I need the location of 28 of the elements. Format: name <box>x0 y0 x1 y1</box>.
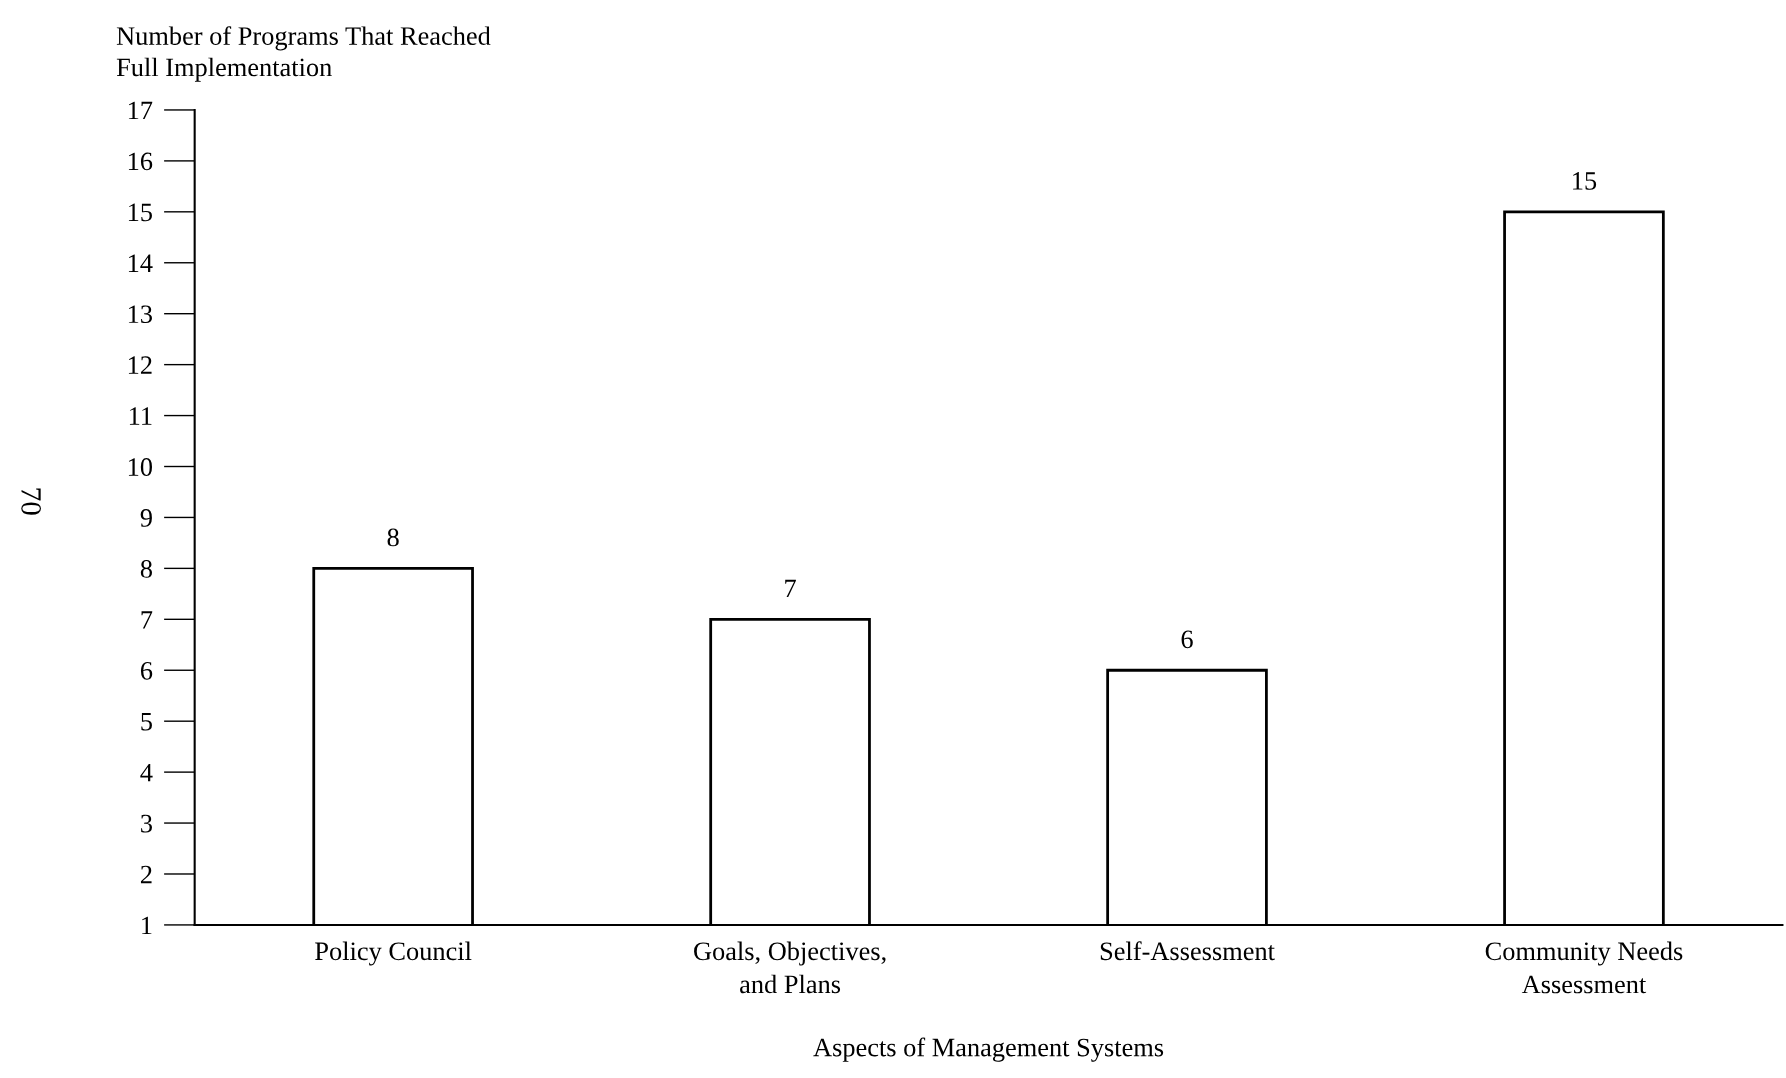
y-tick-label: 13 <box>128 305 152 324</box>
data-label: 7 <box>785 579 796 598</box>
x-tick-label: Policy Council <box>315 941 472 966</box>
x-tick-label: Community Needs Assessment <box>1485 941 1683 994</box>
y-tick-label: 2 <box>140 865 152 884</box>
x-axis-title: Aspects of Management Systems <box>813 1037 1164 1062</box>
text: 70 <box>21 488 41 515</box>
y-tick-label: 1 <box>142 916 152 935</box>
y-tick-label: 9 <box>140 509 152 527</box>
y-tick-label: 12 <box>128 356 152 374</box>
y-tick-label: 8 <box>140 559 152 578</box>
y-tick-label: 6 <box>140 661 153 680</box>
data-label: 15 <box>1573 172 1597 190</box>
y-axis-title: Number of Programs That Reached Full Implementation <box>116 26 491 82</box>
x-tick-label: Goals, Objectives, and Plans <box>694 941 886 994</box>
y-tick-label: 16 <box>128 152 153 171</box>
y-tick-label: 11 <box>129 407 152 425</box>
y-tick-label: 10 <box>128 458 152 476</box>
y-tick-label: 14 <box>128 254 153 272</box>
y-tick-label: 4 <box>140 763 153 782</box>
data-label: 6 <box>1181 630 1193 649</box>
y-tick-label: 15 <box>128 203 152 222</box>
y-tick-label: 5 <box>141 713 152 731</box>
x-tick-label: Self-Assessment <box>1100 941 1275 961</box>
data-label: 8 <box>387 528 399 547</box>
y-tick-label: 7 <box>141 611 153 629</box>
y-tick-label: 3 <box>141 814 152 833</box>
y-tick-label: 17 <box>128 101 153 120</box>
